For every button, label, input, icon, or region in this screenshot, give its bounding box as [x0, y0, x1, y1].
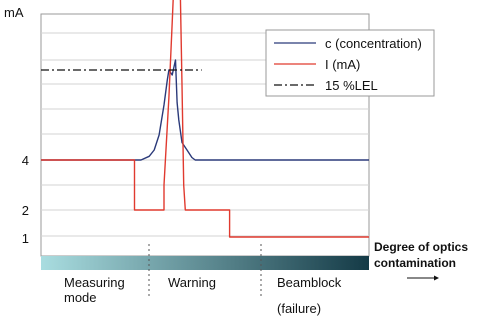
y-tick-label: 4	[22, 153, 29, 168]
legend-label-current: I (mA)	[325, 57, 360, 72]
x-axis-caption-line-2: contamination	[374, 256, 456, 270]
contamination-gradient-bar	[41, 256, 369, 270]
region-label-failure: (failure)	[277, 301, 321, 316]
region-label-beamblock: Beamblock	[277, 275, 342, 290]
legend-label-lel: 15 %LEL	[325, 78, 378, 93]
x-axis-caption-line-1: Degree of optics	[374, 240, 468, 254]
legend: c (concentration) I (mA) 15 %LEL	[265, 29, 435, 97]
y-tick-label: 2	[22, 203, 29, 218]
y-tick-label: 1	[22, 231, 29, 246]
region-label-measuring-mode: mode	[64, 290, 97, 305]
x-axis-arrow-icon	[434, 275, 439, 281]
y-axis-label: mA	[4, 5, 24, 20]
series-layer	[41, 0, 369, 238]
region-label-warning: Warning	[168, 275, 216, 290]
series-line-concentration	[41, 59, 369, 161]
region-label-measuring: Measuring	[64, 275, 125, 290]
series-line-current	[41, 0, 369, 238]
legend-label-concentration: c (concentration)	[325, 36, 422, 51]
